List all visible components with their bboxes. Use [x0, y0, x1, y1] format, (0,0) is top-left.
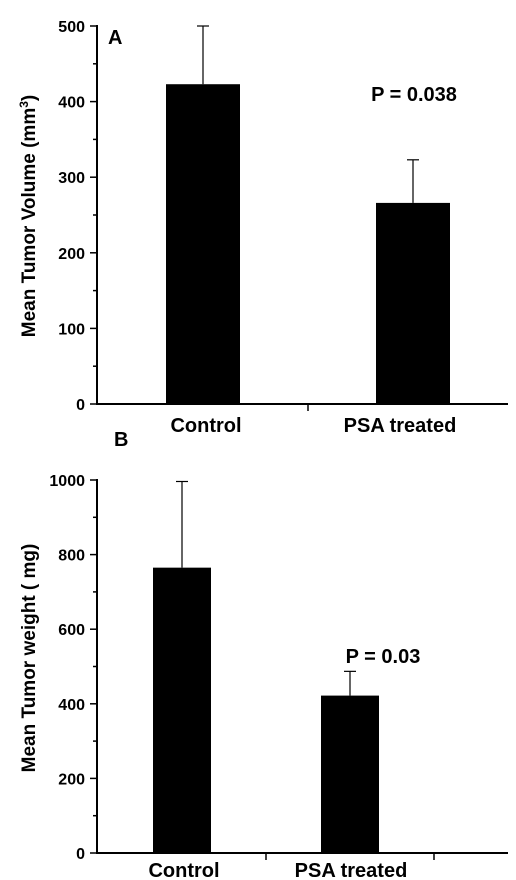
- panel-a: A Mean Tumor Volume (mm3) 0 100 200 300 400 5…: [17, 19, 508, 437]
- y-tick-label: 100: [58, 321, 85, 338]
- y-tick-label: 1000: [49, 473, 85, 490]
- y-ticks-a: 0 100 200 300 400 500: [58, 19, 309, 414]
- y-tick-label: 200: [58, 246, 85, 263]
- y-axis-title-b: Mean Tumor weight ( mg): [19, 544, 40, 773]
- p-value-annotation-b: P = 0.03: [346, 646, 421, 668]
- y-tick-label: 0: [76, 397, 85, 414]
- panel-b: B Mean Tumor weight ( mg) 0 200 400 600 800 1…: [19, 429, 508, 880]
- category-label-psa-b: PSA treated: [295, 860, 408, 880]
- y-tick-label: 600: [58, 622, 85, 639]
- panel-label-a: A: [108, 27, 122, 49]
- y-tick-label: 400: [58, 697, 85, 714]
- y-tick-label: 800: [58, 548, 85, 565]
- y-tick-label: 400: [58, 95, 85, 112]
- panel-label-b: B: [114, 429, 128, 451]
- bar-control: [166, 84, 240, 404]
- y-ticks-b: 0 200 400 600 800 1000: [49, 473, 435, 863]
- bar-psa-treated: [321, 695, 379, 853]
- category-label-psa-a: PSA treated: [344, 415, 457, 437]
- y-axis-title-a: Mean Tumor Volume (mm3): [17, 95, 40, 337]
- y-tick-label: 500: [58, 19, 85, 36]
- bars-b: [153, 480, 379, 853]
- category-label-control-a: Control: [170, 415, 241, 437]
- category-label-control-b: Control: [148, 860, 219, 880]
- bar-control: [153, 567, 211, 853]
- y-tick-label: 0: [76, 846, 85, 863]
- bar-psa-treated: [376, 202, 450, 404]
- bars-a: [166, 25, 450, 404]
- y-tick-label: 200: [58, 771, 85, 788]
- p-value-annotation-a: P = 0.038: [371, 84, 457, 106]
- y-tick-label: 300: [58, 170, 85, 187]
